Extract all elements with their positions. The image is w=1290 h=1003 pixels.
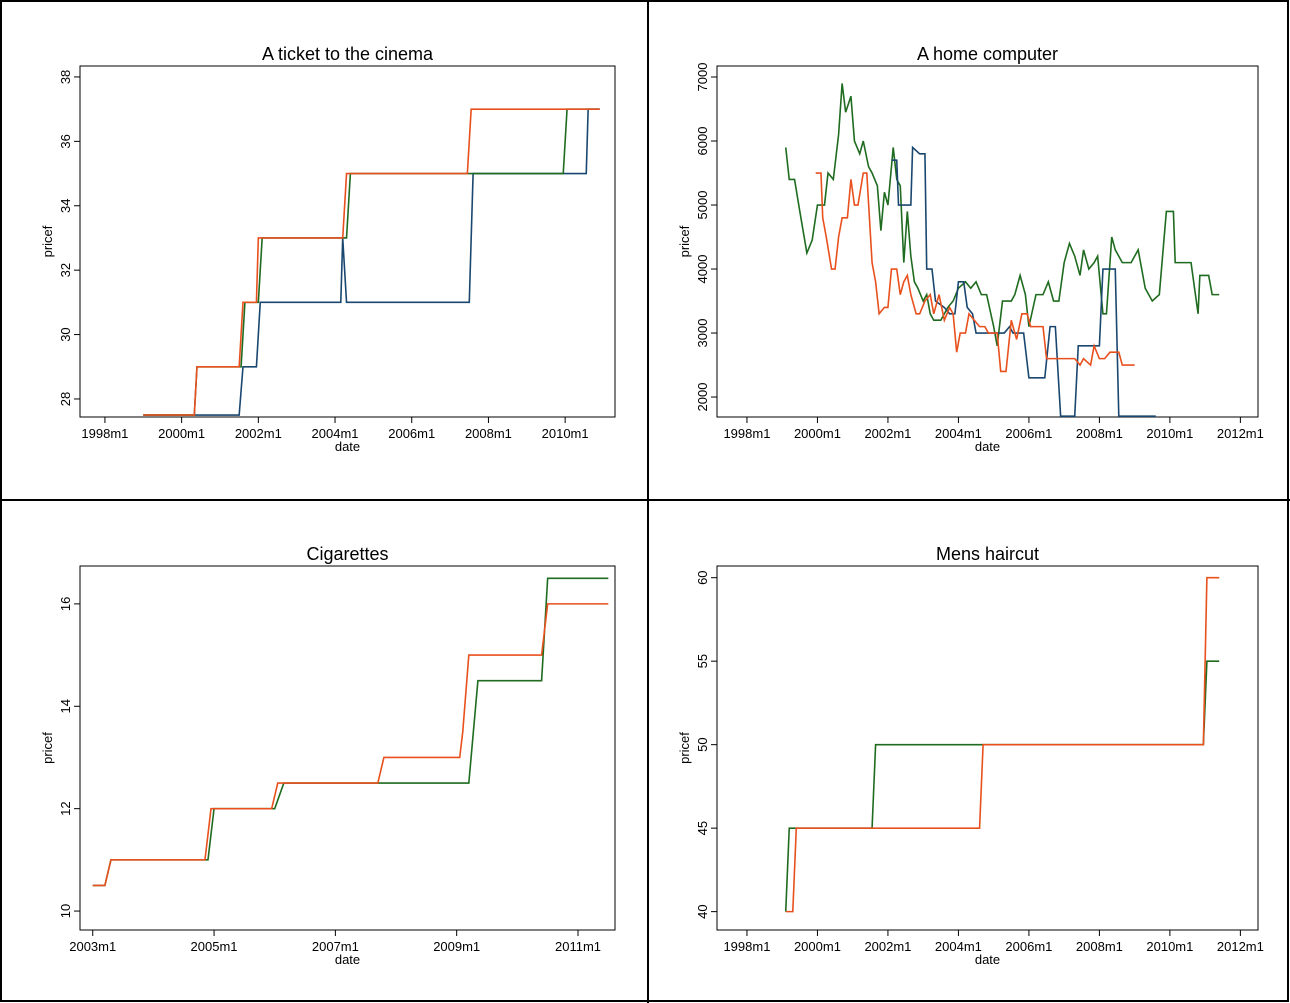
chart-title: Cigarettes bbox=[306, 544, 388, 564]
y-tick-label: 45 bbox=[695, 821, 710, 835]
x-axis-label: date bbox=[975, 439, 1000, 454]
x-tick-label: 2010m1 bbox=[1146, 939, 1193, 954]
x-tick-label: 1998m1 bbox=[723, 939, 770, 954]
x-axis-label: date bbox=[975, 952, 1000, 967]
series-line bbox=[785, 576, 1220, 913]
y-tick-label: 55 bbox=[695, 654, 710, 668]
y-tick-label: 28 bbox=[58, 392, 73, 406]
panel: A ticket to the cinema 1998m1 2000m1 2002m1… bbox=[40, 44, 616, 454]
x-tick-label: 2004m1 bbox=[312, 426, 359, 441]
x-tick-label: 2010m1 bbox=[542, 426, 589, 441]
series-line bbox=[815, 172, 1135, 373]
y-tick-label: 2000 bbox=[695, 383, 710, 412]
x-tick-label: 2004m1 bbox=[935, 426, 982, 441]
series-line bbox=[784, 660, 1220, 912]
x-tick-label: 2010m1 bbox=[1146, 426, 1193, 441]
y-tick-label: 10 bbox=[58, 904, 73, 918]
chart-title: Mens haircut bbox=[936, 544, 1039, 564]
series-line bbox=[92, 603, 609, 887]
x-axis-label: date bbox=[335, 952, 360, 967]
y-tick-label: 60 bbox=[695, 570, 710, 584]
y-tick-label: 7000 bbox=[695, 63, 710, 92]
y-tick-label: 14 bbox=[58, 699, 73, 713]
x-tick-label: 2002m1 bbox=[235, 426, 282, 441]
y-tick-label: 5000 bbox=[695, 191, 710, 220]
y-axis-label: pricef bbox=[40, 225, 55, 257]
x-tick-label: 2006m1 bbox=[1005, 939, 1052, 954]
series-line bbox=[143, 108, 600, 416]
y-tick-label: 12 bbox=[58, 801, 73, 815]
y-tick-label: 38 bbox=[58, 70, 73, 84]
panel: Mens haircut 1998m1 2000m1 2002m1 2004m1 2006… bbox=[677, 544, 1264, 967]
chart-title: A ticket to the cinema bbox=[262, 44, 434, 64]
x-tick-label: 2008m1 bbox=[1076, 426, 1123, 441]
plot-area bbox=[79, 65, 616, 418]
x-tick-label: 2009m1 bbox=[433, 939, 480, 954]
x-tick-label: 2006m1 bbox=[388, 426, 435, 441]
series-line bbox=[891, 145, 1156, 418]
x-tick-label: 2008m1 bbox=[465, 426, 512, 441]
x-tick-label: 2006m1 bbox=[1005, 426, 1052, 441]
y-tick-label: 30 bbox=[58, 327, 73, 341]
x-tick-label: 2000m1 bbox=[158, 426, 205, 441]
x-tick-label: 2002m1 bbox=[864, 939, 911, 954]
series-line bbox=[784, 83, 1220, 346]
x-tick-label: 1998m1 bbox=[723, 426, 770, 441]
y-tick-label: 32 bbox=[58, 263, 73, 277]
y-tick-label: 3000 bbox=[695, 319, 710, 348]
y-axis-label: pricef bbox=[677, 732, 692, 764]
y-tick-label: 16 bbox=[58, 597, 73, 611]
y-tick-label: 34 bbox=[58, 199, 73, 213]
x-tick-label: 2012m1 bbox=[1217, 939, 1264, 954]
x-tick-label: 2000m1 bbox=[794, 426, 841, 441]
x-tick-label: 2005m1 bbox=[191, 939, 238, 954]
plot-area bbox=[79, 565, 616, 931]
x-tick-label: 2002m1 bbox=[864, 426, 911, 441]
y-tick-label: 4000 bbox=[695, 255, 710, 284]
x-tick-label: 2003m1 bbox=[69, 939, 116, 954]
plot-area bbox=[716, 65, 1259, 418]
plot-area bbox=[716, 565, 1259, 931]
panel: A home computer 1998m1 2000m1 2002m1 2004m1 2… bbox=[677, 44, 1264, 454]
x-tick-label: 2000m1 bbox=[794, 939, 841, 954]
y-tick-label: 40 bbox=[695, 904, 710, 918]
y-axis-label: pricef bbox=[677, 225, 692, 257]
y-tick-label: 6000 bbox=[695, 127, 710, 156]
panel: Cigarettes 2003m1 2005m1 2007m1 2009m1 2011m1… bbox=[40, 544, 616, 967]
x-tick-label: 2012m1 bbox=[1217, 426, 1264, 441]
x-tick-label: 2008m1 bbox=[1076, 939, 1123, 954]
x-axis-label: date bbox=[335, 439, 360, 454]
chart-title: A home computer bbox=[917, 44, 1058, 64]
y-tick-label: 36 bbox=[58, 134, 73, 148]
x-tick-label: 2004m1 bbox=[935, 939, 982, 954]
y-tick-label: 50 bbox=[695, 737, 710, 751]
x-tick-label: 1998m1 bbox=[81, 426, 128, 441]
y-axis-label: pricef bbox=[40, 732, 55, 764]
x-tick-label: 2011m1 bbox=[555, 939, 601, 954]
x-tick-label: 2007m1 bbox=[312, 939, 359, 954]
